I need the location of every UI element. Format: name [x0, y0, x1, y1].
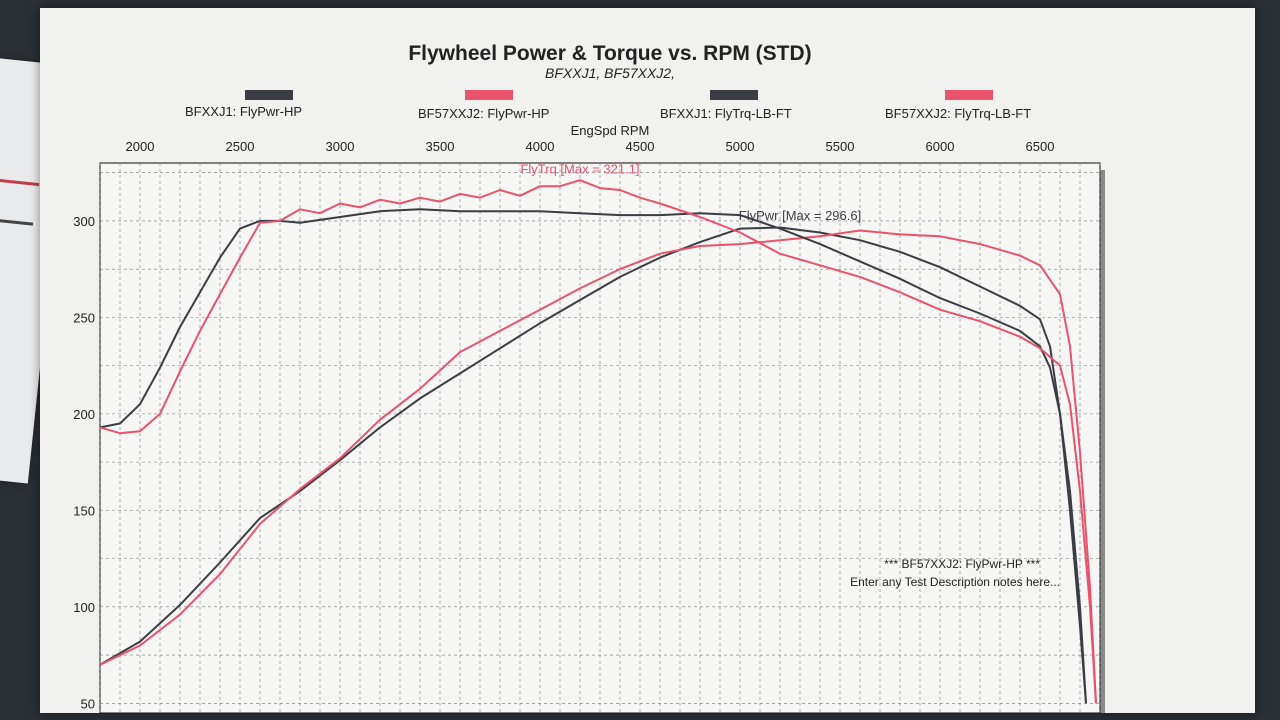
x-tick-label: 3500	[426, 139, 455, 154]
series-line-2	[99, 229, 1097, 704]
background-sheet-red-line	[0, 176, 40, 187]
y-tick-label: 300	[73, 214, 95, 229]
legend-label-series-1: BFXXJ1: FlyPwr-HP	[185, 104, 302, 119]
x-tick-label: 4000	[526, 139, 555, 154]
x-tick-label: 2500	[226, 139, 255, 154]
legend-label-series-2: BF57XXJ2: FlyPwr-HP	[418, 106, 549, 121]
legend-swatch-series-3	[710, 90, 758, 100]
x-tick-label: 3000	[326, 139, 355, 154]
legend-swatch-series-2	[465, 90, 513, 100]
x-tick-label: 5000	[726, 139, 755, 154]
y-tick-label: 150	[73, 503, 95, 518]
x-axis-label: EngSpd RPM	[571, 123, 650, 138]
notes-line-1: *** BF57XXJ2: FlyPwr-HP ***	[884, 557, 1040, 571]
dyno-chart: Flywheel Power & Torque vs. RPM (STD) BF…	[73, 42, 1105, 713]
chart-paper: Flywheel Power & Torque vs. RPM (STD) BF…	[40, 8, 1255, 713]
annotation-2: FlyPwr [Max = 296.6]	[739, 208, 861, 223]
y-tick-label: 200	[73, 407, 95, 422]
plot-area	[99, 162, 1101, 713]
y-tick-label: 50	[81, 696, 95, 711]
legend: BFXXJ1: FlyPwr-HP BF57XXJ2: FlyPwr-HP BF…	[185, 90, 1031, 121]
series-lines	[99, 179, 1097, 704]
x-tick-label: 6500	[1026, 139, 1055, 154]
x-tick-labels: 2000 2500 3000 3500 4000 4500 5000 5500 6000 6500	[126, 139, 1055, 154]
series-line-4	[99, 179, 1097, 704]
annotations: FlyTrq [Max = 321.1] FlyPwr [Max = 296.6]	[520, 162, 861, 223]
x-tick-label: 4500	[626, 139, 655, 154]
x-tick-label: 5500	[826, 139, 855, 154]
notes-line-2: Enter any Test Description notes here...	[850, 575, 1060, 589]
legend-label-series-3: BFXXJ1: FlyTrq-LB-FT	[660, 106, 792, 121]
legend-swatch-series-4	[945, 90, 993, 100]
y-tick-label: 100	[73, 600, 95, 615]
chart-title: Flywheel Power & Torque vs. RPM (STD)	[408, 42, 811, 65]
x-tick-label: 6000	[926, 139, 955, 154]
annotation-1: FlyTrq [Max = 321.1]	[520, 162, 639, 177]
series-line-3	[99, 208, 1087, 704]
legend-label-series-4: BF57XXJ2: FlyTrq-LB-FT	[885, 106, 1031, 121]
x-tick-label: 2000	[126, 139, 155, 154]
background-sheet-dark-line	[0, 216, 34, 226]
plot-shadow	[1097, 170, 1105, 713]
grid	[99, 163, 1101, 713]
chart-subtitle: BFXXJ1, BF57XXJ2,	[545, 65, 675, 81]
y-tick-label: 250	[73, 310, 95, 325]
legend-swatch-series-1	[245, 90, 293, 100]
y-tick-labels: 50 100 150 200 250 300	[73, 214, 95, 711]
